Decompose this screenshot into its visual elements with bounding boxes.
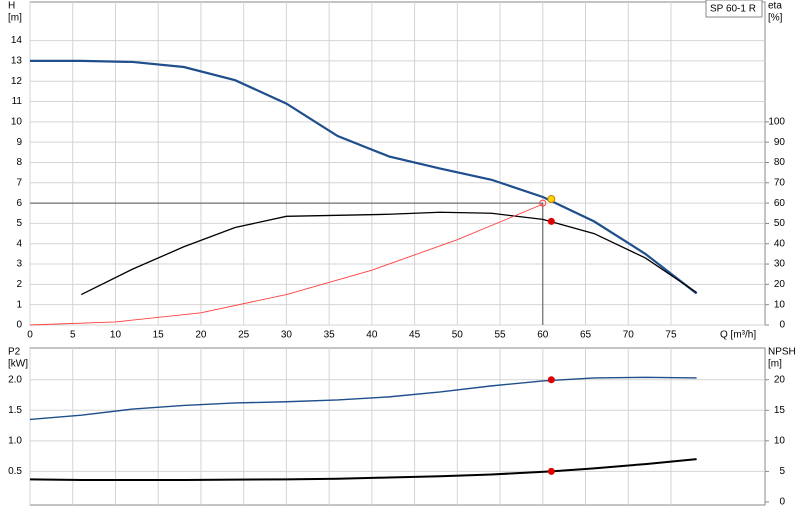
curve: [29, 376, 697, 421]
y2-tick-label: 10: [774, 299, 786, 310]
y-axis-label: H: [8, 1, 15, 12]
curve: [29, 203, 543, 326]
y-tick-label: 13: [11, 56, 23, 67]
duty-point: [547, 195, 556, 204]
x-tick-label: 15: [153, 330, 165, 341]
x-axis-label: Q [m³/h]: [720, 330, 756, 341]
y-tick-label: 9: [16, 137, 22, 148]
y-tick-label: 12: [11, 76, 23, 87]
plot-area: [29, 347, 766, 506]
plot-area: [29, 1, 766, 326]
x-tick-label: 75: [665, 330, 677, 341]
curve: [80, 211, 697, 296]
x-tick-label: 40: [366, 330, 378, 341]
y2-tick-label: 0: [779, 497, 785, 508]
y2-tick-label: 100: [768, 116, 785, 127]
y2-tick-label: 60: [774, 198, 786, 209]
y-tick-label: 3: [16, 259, 22, 270]
y2-tick-label: 50: [774, 218, 786, 229]
y2-tick-label: 5: [779, 466, 785, 477]
reference-point: [539, 199, 547, 207]
duty-point: [547, 217, 555, 225]
curve: [30, 59, 698, 295]
x-tick-label: 55: [494, 330, 506, 341]
y-tick-label: 7: [16, 177, 22, 188]
x-tick-label: 10: [110, 330, 122, 341]
y2-tick-label: 40: [774, 238, 786, 249]
y2-tick-label: 30: [774, 259, 786, 270]
y-tick-label: 8: [16, 157, 22, 168]
y-tick-label: 2: [16, 279, 22, 290]
y2-tick-label: 80: [774, 157, 786, 168]
legend-text: SP 60-1 R: [710, 4, 756, 15]
y2-tick-label: 15: [774, 405, 786, 416]
y2-tick-label: 20: [774, 374, 786, 385]
duty-point: [547, 467, 555, 475]
y-tick-label: 1.0: [8, 435, 22, 446]
y2-tick-label: 20: [774, 279, 786, 290]
legend-box: [705, 0, 763, 18]
x-tick-label: 70: [623, 330, 635, 341]
y-tick-label: 14: [11, 35, 23, 46]
y-tick-label: 11: [12, 96, 23, 107]
x-tick-label: 5: [70, 330, 76, 341]
y-tick-label: 2.0: [8, 374, 22, 385]
y-tick-label: 1: [16, 299, 22, 310]
y-tick-label: 6: [16, 198, 22, 209]
y2-axis-label: NPSH: [768, 347, 796, 358]
y-axis-unit: [m]: [8, 13, 22, 24]
x-tick-label: 65: [580, 330, 592, 341]
curve: [29, 458, 697, 481]
y2-tick-label: 70: [774, 177, 786, 188]
x-tick-label: 60: [537, 330, 549, 341]
y-axis-label: P2: [8, 347, 21, 358]
y2-tick-label: 90: [774, 137, 786, 148]
x-tick-label: 0: [27, 330, 33, 341]
x-tick-label: 35: [324, 330, 336, 341]
y2-axis-unit: [m]: [768, 359, 782, 370]
y-tick-label: 0.5: [8, 466, 22, 477]
y-tick-label: 1.5: [8, 405, 22, 416]
y-tick-label: 10: [11, 116, 23, 127]
y-axis-unit: [kW]: [8, 359, 28, 370]
duty-point: [547, 376, 555, 384]
y-tick-label: 4: [16, 238, 22, 249]
x-tick-label: 45: [409, 330, 421, 341]
x-tick-label: 20: [195, 330, 207, 341]
x-tick-label: 25: [238, 330, 250, 341]
y2-axis-unit: [%]: [768, 13, 783, 24]
y-tick-label: 5: [16, 218, 22, 229]
y-tick-label: 0: [16, 320, 22, 331]
x-tick-label: 50: [452, 330, 464, 341]
y2-axis-label: eta: [768, 1, 782, 12]
x-tick-label: 30: [281, 330, 293, 341]
y2-tick-label: 0: [779, 320, 785, 331]
y2-tick-label: 10: [774, 435, 786, 446]
